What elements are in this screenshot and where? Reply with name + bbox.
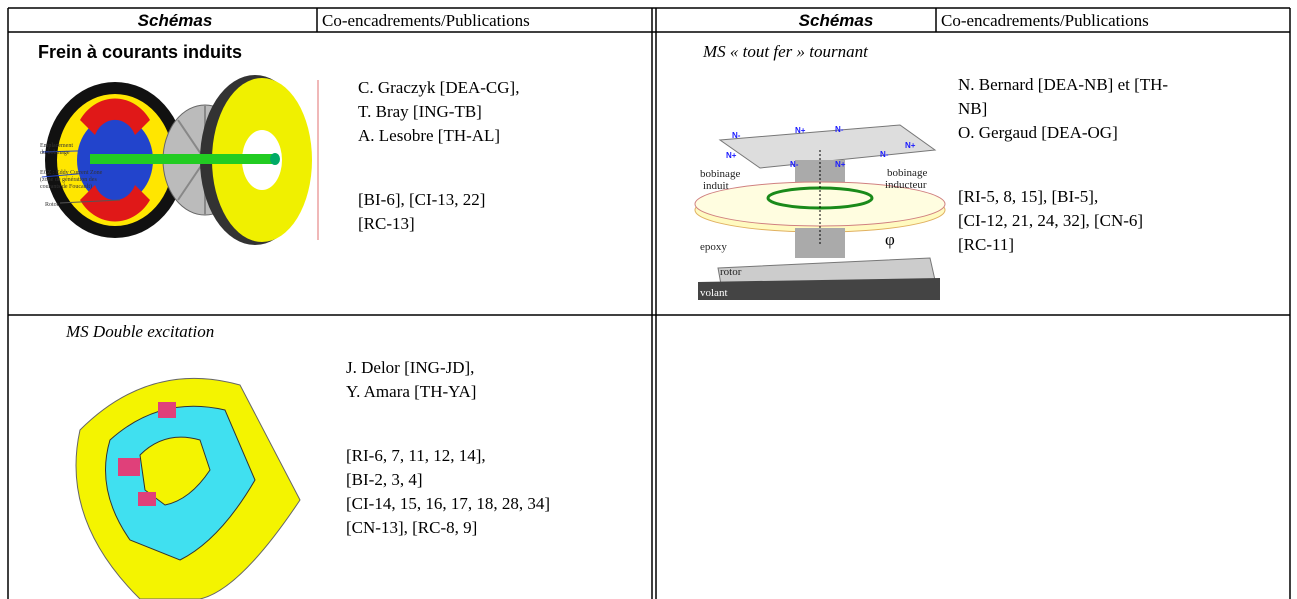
header-cell: Schémas: [138, 11, 213, 30]
reference: [RI-5, 8, 15], [BI-5],: [958, 187, 1098, 206]
header-cell: Co-encadrements/Publications: [941, 11, 1149, 30]
cell-title: MS Double excitation: [65, 322, 214, 341]
person: A. Lesobre [TH-AL]: [358, 126, 500, 145]
pole-label: N-: [790, 160, 799, 169]
brake-illustration: [41, 75, 319, 245]
image-label: rotor: [720, 266, 742, 278]
image-label: Rotor: [45, 202, 59, 208]
person: T. Bray [ING-TB]: [358, 102, 482, 121]
machine-illustration: [694, 124, 946, 300]
image-label: induit: [703, 180, 729, 192]
person: C. Graczyk [DEA-CG],: [358, 78, 519, 97]
pole-label: N+: [726, 151, 737, 160]
image-label: φ: [885, 230, 895, 249]
cell-title: Frein à courants induits: [38, 42, 242, 62]
image-label: ECZ : Eddy Current Zone: [40, 170, 103, 176]
image-label: epoxy: [700, 241, 727, 253]
pole-label: N-: [835, 125, 844, 134]
reference: [BI-2, 3, 4]: [346, 470, 422, 489]
image-label: du bobinage: [40, 150, 70, 156]
reference: [CI-12, 21, 24, 32], [CN-6]: [958, 211, 1143, 230]
pole-label: N-: [732, 131, 741, 140]
reference: [RC-13]: [358, 214, 415, 233]
image-label: bobinage: [887, 167, 927, 179]
pole-label: N+: [905, 141, 916, 150]
pole-label: N-: [880, 150, 889, 159]
reference: [CN-13], [RC-8, 9]: [346, 518, 477, 537]
person: J. Delor [ING-JD],: [346, 358, 474, 377]
pole-label: N+: [835, 160, 846, 169]
person: O. Gergaud [DEA-OG]: [958, 123, 1118, 142]
image-label: Emplacement: [40, 143, 73, 149]
pole-label: N+: [795, 126, 806, 135]
image-label: (zone de génération des: [40, 176, 97, 183]
person: N. Bernard [DEA-NB] et [TH-: [958, 75, 1168, 94]
image-label: inducteur: [885, 179, 927, 191]
header-cell: Co-encadrements/Publications: [322, 11, 530, 30]
image-label: courants de Foucault): [40, 183, 92, 190]
cell-title: MS « tout fer » tournant: [702, 42, 869, 61]
person: NB]: [958, 99, 987, 118]
double-excitation-illustration: [75, 377, 301, 599]
reference: [RI-6, 7, 11, 12, 14],: [346, 446, 486, 465]
reference: [BI-6], [CI-13, 22]: [358, 190, 485, 209]
image-label: bobinage: [700, 168, 740, 180]
header-cell: Schémas: [799, 11, 874, 30]
image-label: volant: [700, 287, 728, 299]
person: Y. Amara [TH-YA]: [346, 382, 476, 401]
reference: [RC-11]: [958, 235, 1014, 254]
table-borders: [7, 7, 1291, 599]
reference: [CI-14, 15, 16, 17, 18, 28, 34]: [346, 494, 550, 513]
